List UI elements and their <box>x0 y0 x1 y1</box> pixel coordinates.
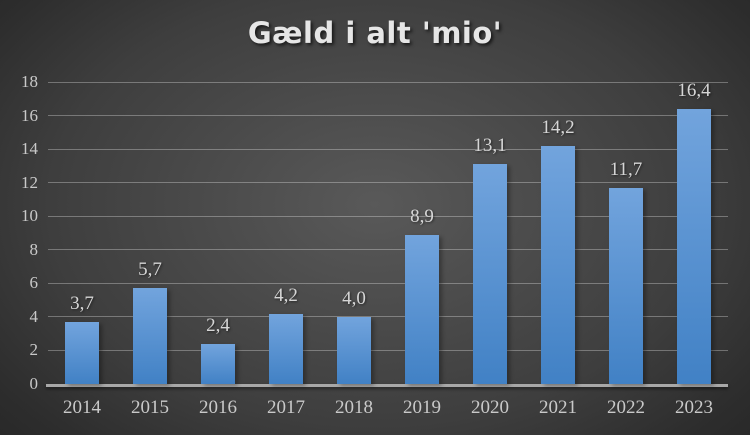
y-tick-label: 16 <box>21 105 38 125</box>
y-tick-label: 18 <box>21 72 38 91</box>
x-tick-label: 2014 <box>63 397 101 418</box>
gridline <box>48 182 728 184</box>
gridline <box>48 282 728 284</box>
bar <box>269 313 303 384</box>
bar <box>677 108 711 384</box>
bar-value-label: 3,7 <box>70 292 94 314</box>
bar-value-label: 5,7 <box>138 259 162 281</box>
bar <box>609 187 643 384</box>
y-tick-label: 8 <box>29 239 39 259</box>
x-tick-label: 2020 <box>471 397 509 418</box>
y-tick-label: 6 <box>29 273 39 293</box>
bar <box>201 343 235 384</box>
chart-title: Gæld i alt 'mio' <box>247 16 503 50</box>
bar-value-label: 11,7 <box>609 158 643 180</box>
gridline <box>48 249 728 251</box>
y-tick-label: 2 <box>29 340 39 360</box>
x-tick-label: 2023 <box>675 397 713 418</box>
x-tick-label: 2018 <box>335 397 373 418</box>
gridline <box>48 215 728 217</box>
bar-value-label: 4,0 <box>342 287 366 309</box>
gridline <box>48 349 728 351</box>
bar-value-label: 8,9 <box>410 205 434 227</box>
gridline <box>48 148 728 150</box>
x-tick-label: 2016 <box>199 397 237 418</box>
bar-value-label: 4,2 <box>274 284 298 306</box>
bar-value-label: 13,1 <box>473 135 507 157</box>
x-tick-label: 2015 <box>131 397 169 418</box>
gridline <box>48 81 728 83</box>
bar-value-label: 16,4 <box>677 79 711 101</box>
y-tick-label: 14 <box>21 139 38 159</box>
y-tick-label: 12 <box>21 172 38 192</box>
bar <box>473 164 507 384</box>
bar-value-label: 14,2 <box>541 116 575 138</box>
x-tick-label: 2022 <box>607 397 645 418</box>
gridline <box>48 115 728 117</box>
bar <box>405 234 439 384</box>
gridline <box>48 316 728 318</box>
x-axis-line <box>46 384 728 387</box>
bar <box>133 288 167 384</box>
bar <box>337 316 371 384</box>
x-tick-label: 2017 <box>267 397 305 418</box>
bar <box>541 145 575 384</box>
x-tick-label: 2021 <box>539 397 577 418</box>
bar <box>65 321 99 384</box>
y-tick-label: 4 <box>29 306 39 326</box>
y-tick-label: 10 <box>21 206 38 226</box>
y-tick-label: 0 <box>29 374 39 393</box>
x-tick-label: 2019 <box>403 397 441 418</box>
bar-value-label: 2,4 <box>206 314 230 336</box>
